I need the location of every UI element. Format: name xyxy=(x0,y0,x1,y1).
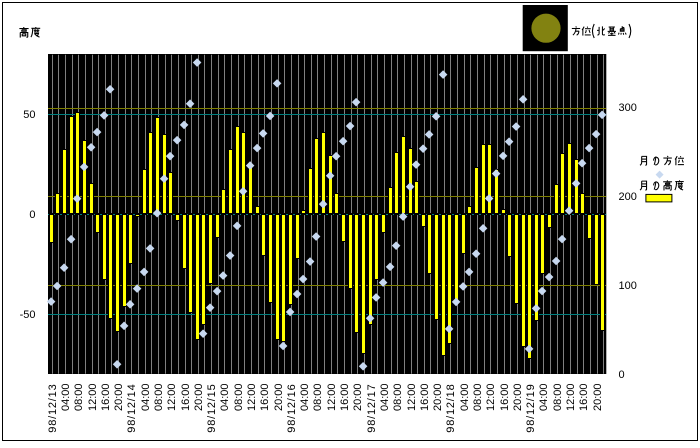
svg-text:98/12/17: 98/12/17 xyxy=(366,384,378,433)
svg-text:04:00: 04:00 xyxy=(379,384,391,412)
svg-text:16:00: 16:00 xyxy=(499,384,511,412)
svg-text:16:00: 16:00 xyxy=(100,384,112,412)
svg-text:16:00: 16:00 xyxy=(259,384,271,412)
svg-text:100: 100 xyxy=(619,280,637,292)
svg-text:12:00: 12:00 xyxy=(485,384,497,412)
svg-text:20:00: 20:00 xyxy=(273,384,285,412)
svg-text:04:00: 04:00 xyxy=(60,384,72,412)
svg-text:12:00: 12:00 xyxy=(87,384,99,412)
svg-text:20:00: 20:00 xyxy=(113,384,125,412)
svg-text:20:00: 20:00 xyxy=(352,384,364,412)
svg-text:04:00: 04:00 xyxy=(538,384,550,412)
svg-text:98/12/16: 98/12/16 xyxy=(286,384,298,433)
svg-text:20:00: 20:00 xyxy=(432,384,444,412)
svg-text:98/12/13: 98/12/13 xyxy=(47,384,59,433)
svg-text:98/12/18: 98/12/18 xyxy=(445,384,457,433)
svg-text:08:00: 08:00 xyxy=(153,384,165,412)
svg-text:08:00: 08:00 xyxy=(233,384,245,412)
svg-text:98/12/14: 98/12/14 xyxy=(126,384,138,433)
svg-text:-50: -50 xyxy=(20,309,36,321)
svg-text:04:00: 04:00 xyxy=(219,384,231,412)
svg-text:08:00: 08:00 xyxy=(73,384,85,412)
svg-text:20:00: 20:00 xyxy=(592,384,604,412)
svg-text:50: 50 xyxy=(23,109,35,121)
svg-text:20:00: 20:00 xyxy=(193,384,205,412)
svg-text:20:00: 20:00 xyxy=(512,384,524,412)
svg-text:200: 200 xyxy=(619,191,637,203)
svg-text:16:00: 16:00 xyxy=(180,384,192,412)
svg-text:04:00: 04:00 xyxy=(299,384,311,412)
svg-text:98/12/15: 98/12/15 xyxy=(206,384,218,433)
svg-text:08:00: 08:00 xyxy=(472,384,484,412)
svg-text:04:00: 04:00 xyxy=(459,384,471,412)
svg-text:12:00: 12:00 xyxy=(166,384,178,412)
svg-text:16:00: 16:00 xyxy=(578,384,590,412)
svg-text:08:00: 08:00 xyxy=(312,384,324,412)
svg-text:12:00: 12:00 xyxy=(406,384,418,412)
svg-text:0: 0 xyxy=(619,369,625,381)
svg-text:300: 300 xyxy=(619,102,637,114)
svg-text:04:00: 04:00 xyxy=(140,384,152,412)
svg-text:12:00: 12:00 xyxy=(326,384,338,412)
svg-text:98/12/19: 98/12/19 xyxy=(525,384,537,433)
svg-text:08:00: 08:00 xyxy=(392,384,404,412)
svg-text:08:00: 08:00 xyxy=(552,384,564,412)
svg-text:16:00: 16:00 xyxy=(339,384,351,412)
svg-text:12:00: 12:00 xyxy=(246,384,258,412)
svg-text:16:00: 16:00 xyxy=(419,384,431,412)
svg-text:12:00: 12:00 xyxy=(565,384,577,412)
svg-text:0: 0 xyxy=(29,209,35,221)
